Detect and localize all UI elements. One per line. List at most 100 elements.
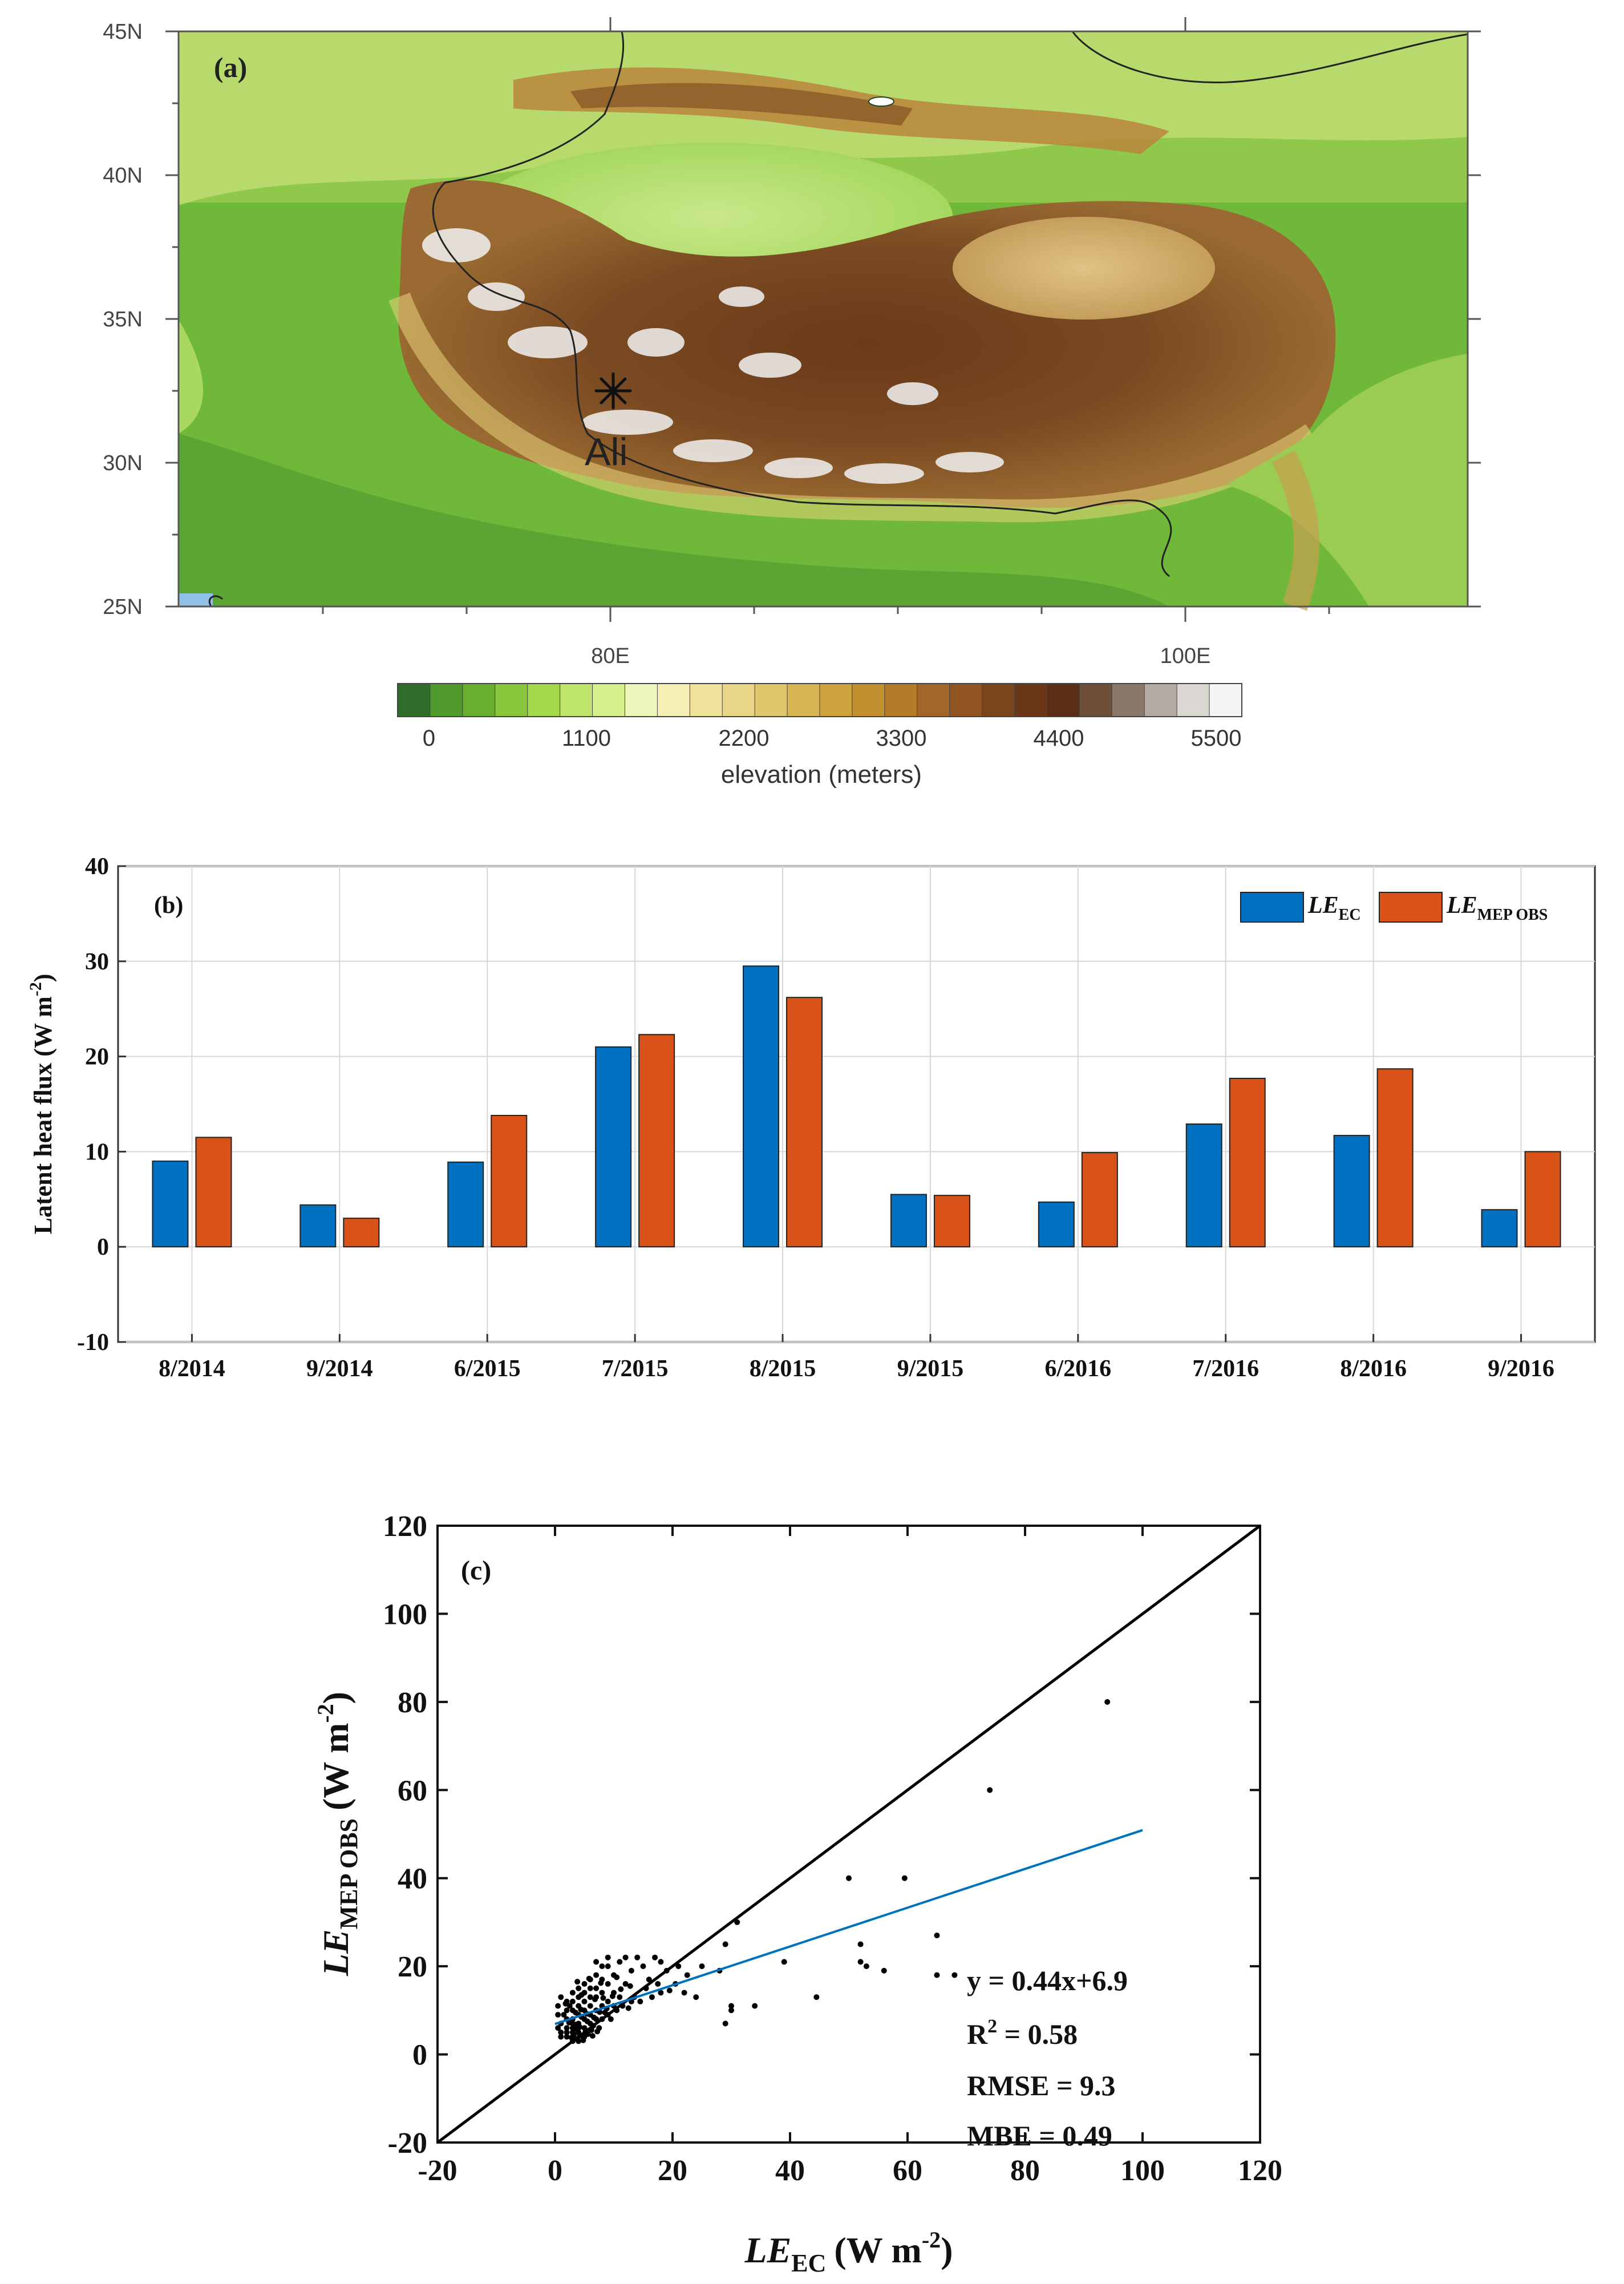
longitude-labels: 80E 100E (591, 644, 1210, 668)
colorbar-segment (917, 684, 950, 717)
scatter-point (561, 2012, 567, 2018)
colorbar-segment (398, 684, 431, 717)
scatter-x-tick-label: 100 (1120, 2154, 1165, 2187)
scatter-point (585, 2031, 591, 2038)
bar-le-mep-obs (1376, 1068, 1414, 1248)
bar-x-tick-label: 7/2015 (602, 1356, 669, 1382)
ylabel-main: LE (315, 1929, 356, 1976)
regression-fit-line (554, 1829, 1143, 2026)
bar-x-tick-label: 9/2014 (306, 1356, 373, 1382)
scatter-point (722, 1941, 728, 1947)
ylabel-unit: (W m (315, 1723, 356, 1810)
scatter-point (599, 1963, 605, 1970)
bar-le-ec (1038, 1201, 1075, 1248)
bar-x-tick-label: 9/2015 (897, 1356, 964, 1382)
bar-y-tick-label: 30 (85, 949, 109, 975)
scatter-point (951, 1972, 958, 1978)
scatter-point (693, 1994, 699, 2000)
scatter-point (622, 1981, 629, 1987)
bar-x-tick-label: 8/2015 (750, 1356, 816, 1382)
scatter-point (578, 2006, 584, 2012)
scatter-point (587, 1985, 593, 1991)
scatter-point (646, 1976, 652, 1983)
colorbar-segment (560, 684, 593, 717)
site-label-ali: Ali (585, 430, 628, 474)
bar-legend: LEEC LEMEP OBS (1240, 892, 1548, 924)
colorbar-segment (884, 684, 918, 717)
ylabel-sub: MEP OBS (335, 1818, 363, 1929)
lat-label-30n: 30N (103, 451, 143, 475)
scatter-point (614, 2007, 620, 2014)
bar-x-tick-labels: 8/2014 9/2014 6/2015 7/2015 8/2015 9/2015 6/20… (159, 1356, 1554, 1382)
scatter-point (590, 2023, 596, 2029)
scatter-x-tick-label: 60 (893, 2154, 922, 2187)
lat-label-25n: 25N (103, 595, 143, 619)
xlabel-close: ) (941, 2230, 953, 2270)
scatter-point (934, 1972, 940, 1978)
scatter-point (593, 1972, 600, 1978)
scatter-x-tick-label: 20 (658, 2154, 687, 2187)
bar-y-axis-title: Latent heat flux (W m-2) (26, 974, 57, 1235)
colorbar-segment (755, 684, 788, 717)
bar-le-mep-obs (1081, 1152, 1118, 1248)
scatter-point (728, 2003, 734, 2009)
bar-x-tick-label: 6/2015 (454, 1356, 521, 1382)
scatter-point (722, 2020, 728, 2027)
scatter-point (699, 1963, 705, 1970)
scatter-point (1104, 1699, 1111, 1705)
scatter-point (587, 1994, 593, 2000)
scatter-point (681, 1990, 687, 1996)
scatter-point (600, 1995, 606, 2001)
lat-label-35n: 35N (103, 308, 143, 332)
scatter-x-tick-label: -20 (418, 2154, 457, 2187)
scatter-point (581, 1998, 588, 2004)
svg-text:LEMEP OBS: LEMEP OBS (1446, 892, 1548, 924)
panel-c-label: (c) (461, 1555, 491, 1586)
scatter-point (568, 2035, 574, 2041)
svg-text:LEEC: LEEC (1307, 892, 1361, 924)
scatter-point (619, 2003, 626, 2009)
bar-le-mep-obs (786, 997, 823, 1248)
scatter-point (675, 1963, 682, 1970)
colorbar-segment (657, 684, 690, 717)
scatter-point (573, 2022, 580, 2028)
bar-le-ec (152, 1161, 189, 1248)
scatter-x-tick-label: 80 (1010, 2154, 1040, 2187)
colorbar-tick-labels: 0 1100 2200 3300 4400 5500 (423, 726, 1242, 751)
scatter-point (987, 1787, 993, 1793)
map-area (177, 30, 1469, 611)
r2-prefix: R (967, 2018, 988, 2050)
colorbar-tick-5500: 5500 (1191, 726, 1242, 751)
scatter-point (590, 2014, 597, 2020)
bar-ylabel-text: Latent heat flux (W m (29, 996, 57, 1234)
scatter-point (566, 2019, 572, 2026)
elevation-map-panel: 45N 40N 35N 30N 25N 80E 100E (a) Ali 0 1… (103, 17, 1481, 789)
scatter-point (564, 2034, 570, 2040)
svg-text:LEMEP OBS(W m-2): LEMEP OBS (W m-2) (313, 1692, 363, 1976)
scatter-point (934, 1933, 940, 1939)
scatter-y-tick-label: -20 (388, 2127, 427, 2160)
scatter-point (577, 2033, 583, 2039)
scatter-point (627, 1983, 633, 1989)
scatter-y-tick-label: 40 (398, 1863, 427, 1895)
bar-y-tick-label: -10 (77, 1329, 109, 1356)
scatter-point (581, 1981, 588, 1987)
scatter-point (625, 2005, 631, 2011)
bar-le-mep-obs (195, 1137, 232, 1248)
bar-y-tick-label: 20 (85, 1044, 109, 1070)
bar-le-mep-obs (1229, 1077, 1266, 1248)
bar-x-tick-label: 8/2016 (1340, 1356, 1407, 1382)
scatter-y-tick-label: 20 (398, 1951, 427, 1983)
legend-le-ec-main: LE (1307, 892, 1339, 919)
bar-le-ec (890, 1194, 927, 1248)
bar-le-mep-obs (638, 1034, 675, 1248)
scatter-point (598, 1980, 604, 1986)
scatter-point (637, 1998, 643, 2004)
scatter-point (658, 1959, 664, 1965)
scatter-x-tick-label: 120 (1238, 2154, 1282, 2187)
lon-label-80e: 80E (591, 644, 630, 668)
scatter-point (857, 1959, 864, 1965)
scatter-y-tick-label: 60 (398, 1774, 427, 1807)
legend-le-mep-sub: MEP OBS (1477, 906, 1548, 924)
colorbar-tick-4400: 4400 (1034, 726, 1084, 751)
